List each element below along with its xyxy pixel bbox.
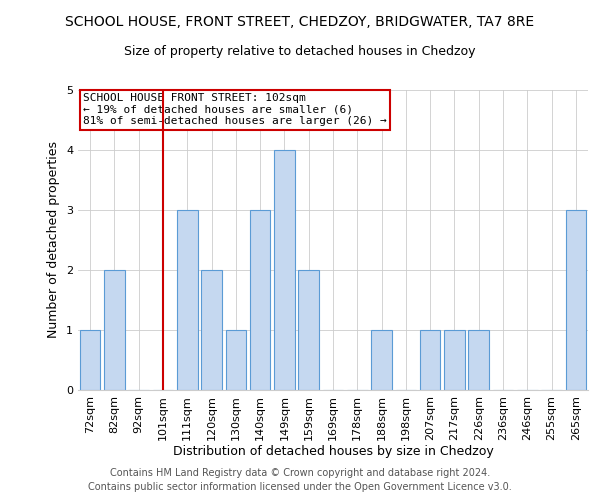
- Text: Size of property relative to detached houses in Chedzoy: Size of property relative to detached ho…: [124, 45, 476, 58]
- Bar: [298, 270, 319, 390]
- Bar: [566, 210, 586, 390]
- Text: Contains HM Land Registry data © Crown copyright and database right 2024.: Contains HM Land Registry data © Crown c…: [110, 468, 490, 477]
- Text: Contains public sector information licensed under the Open Government Licence v3: Contains public sector information licen…: [88, 482, 512, 492]
- Y-axis label: Number of detached properties: Number of detached properties: [47, 142, 61, 338]
- Bar: [444, 330, 465, 390]
- Bar: [177, 210, 197, 390]
- Bar: [201, 270, 222, 390]
- X-axis label: Distribution of detached houses by size in Chedzoy: Distribution of detached houses by size …: [173, 446, 493, 458]
- Bar: [226, 330, 246, 390]
- Bar: [274, 150, 295, 390]
- Bar: [469, 330, 489, 390]
- Text: SCHOOL HOUSE, FRONT STREET, CHEDZOY, BRIDGWATER, TA7 8RE: SCHOOL HOUSE, FRONT STREET, CHEDZOY, BRI…: [65, 15, 535, 29]
- Bar: [104, 270, 125, 390]
- Bar: [250, 210, 271, 390]
- Bar: [80, 330, 100, 390]
- Bar: [371, 330, 392, 390]
- Bar: [420, 330, 440, 390]
- Text: SCHOOL HOUSE FRONT STREET: 102sqm
← 19% of detached houses are smaller (6)
81% o: SCHOOL HOUSE FRONT STREET: 102sqm ← 19% …: [83, 93, 387, 126]
